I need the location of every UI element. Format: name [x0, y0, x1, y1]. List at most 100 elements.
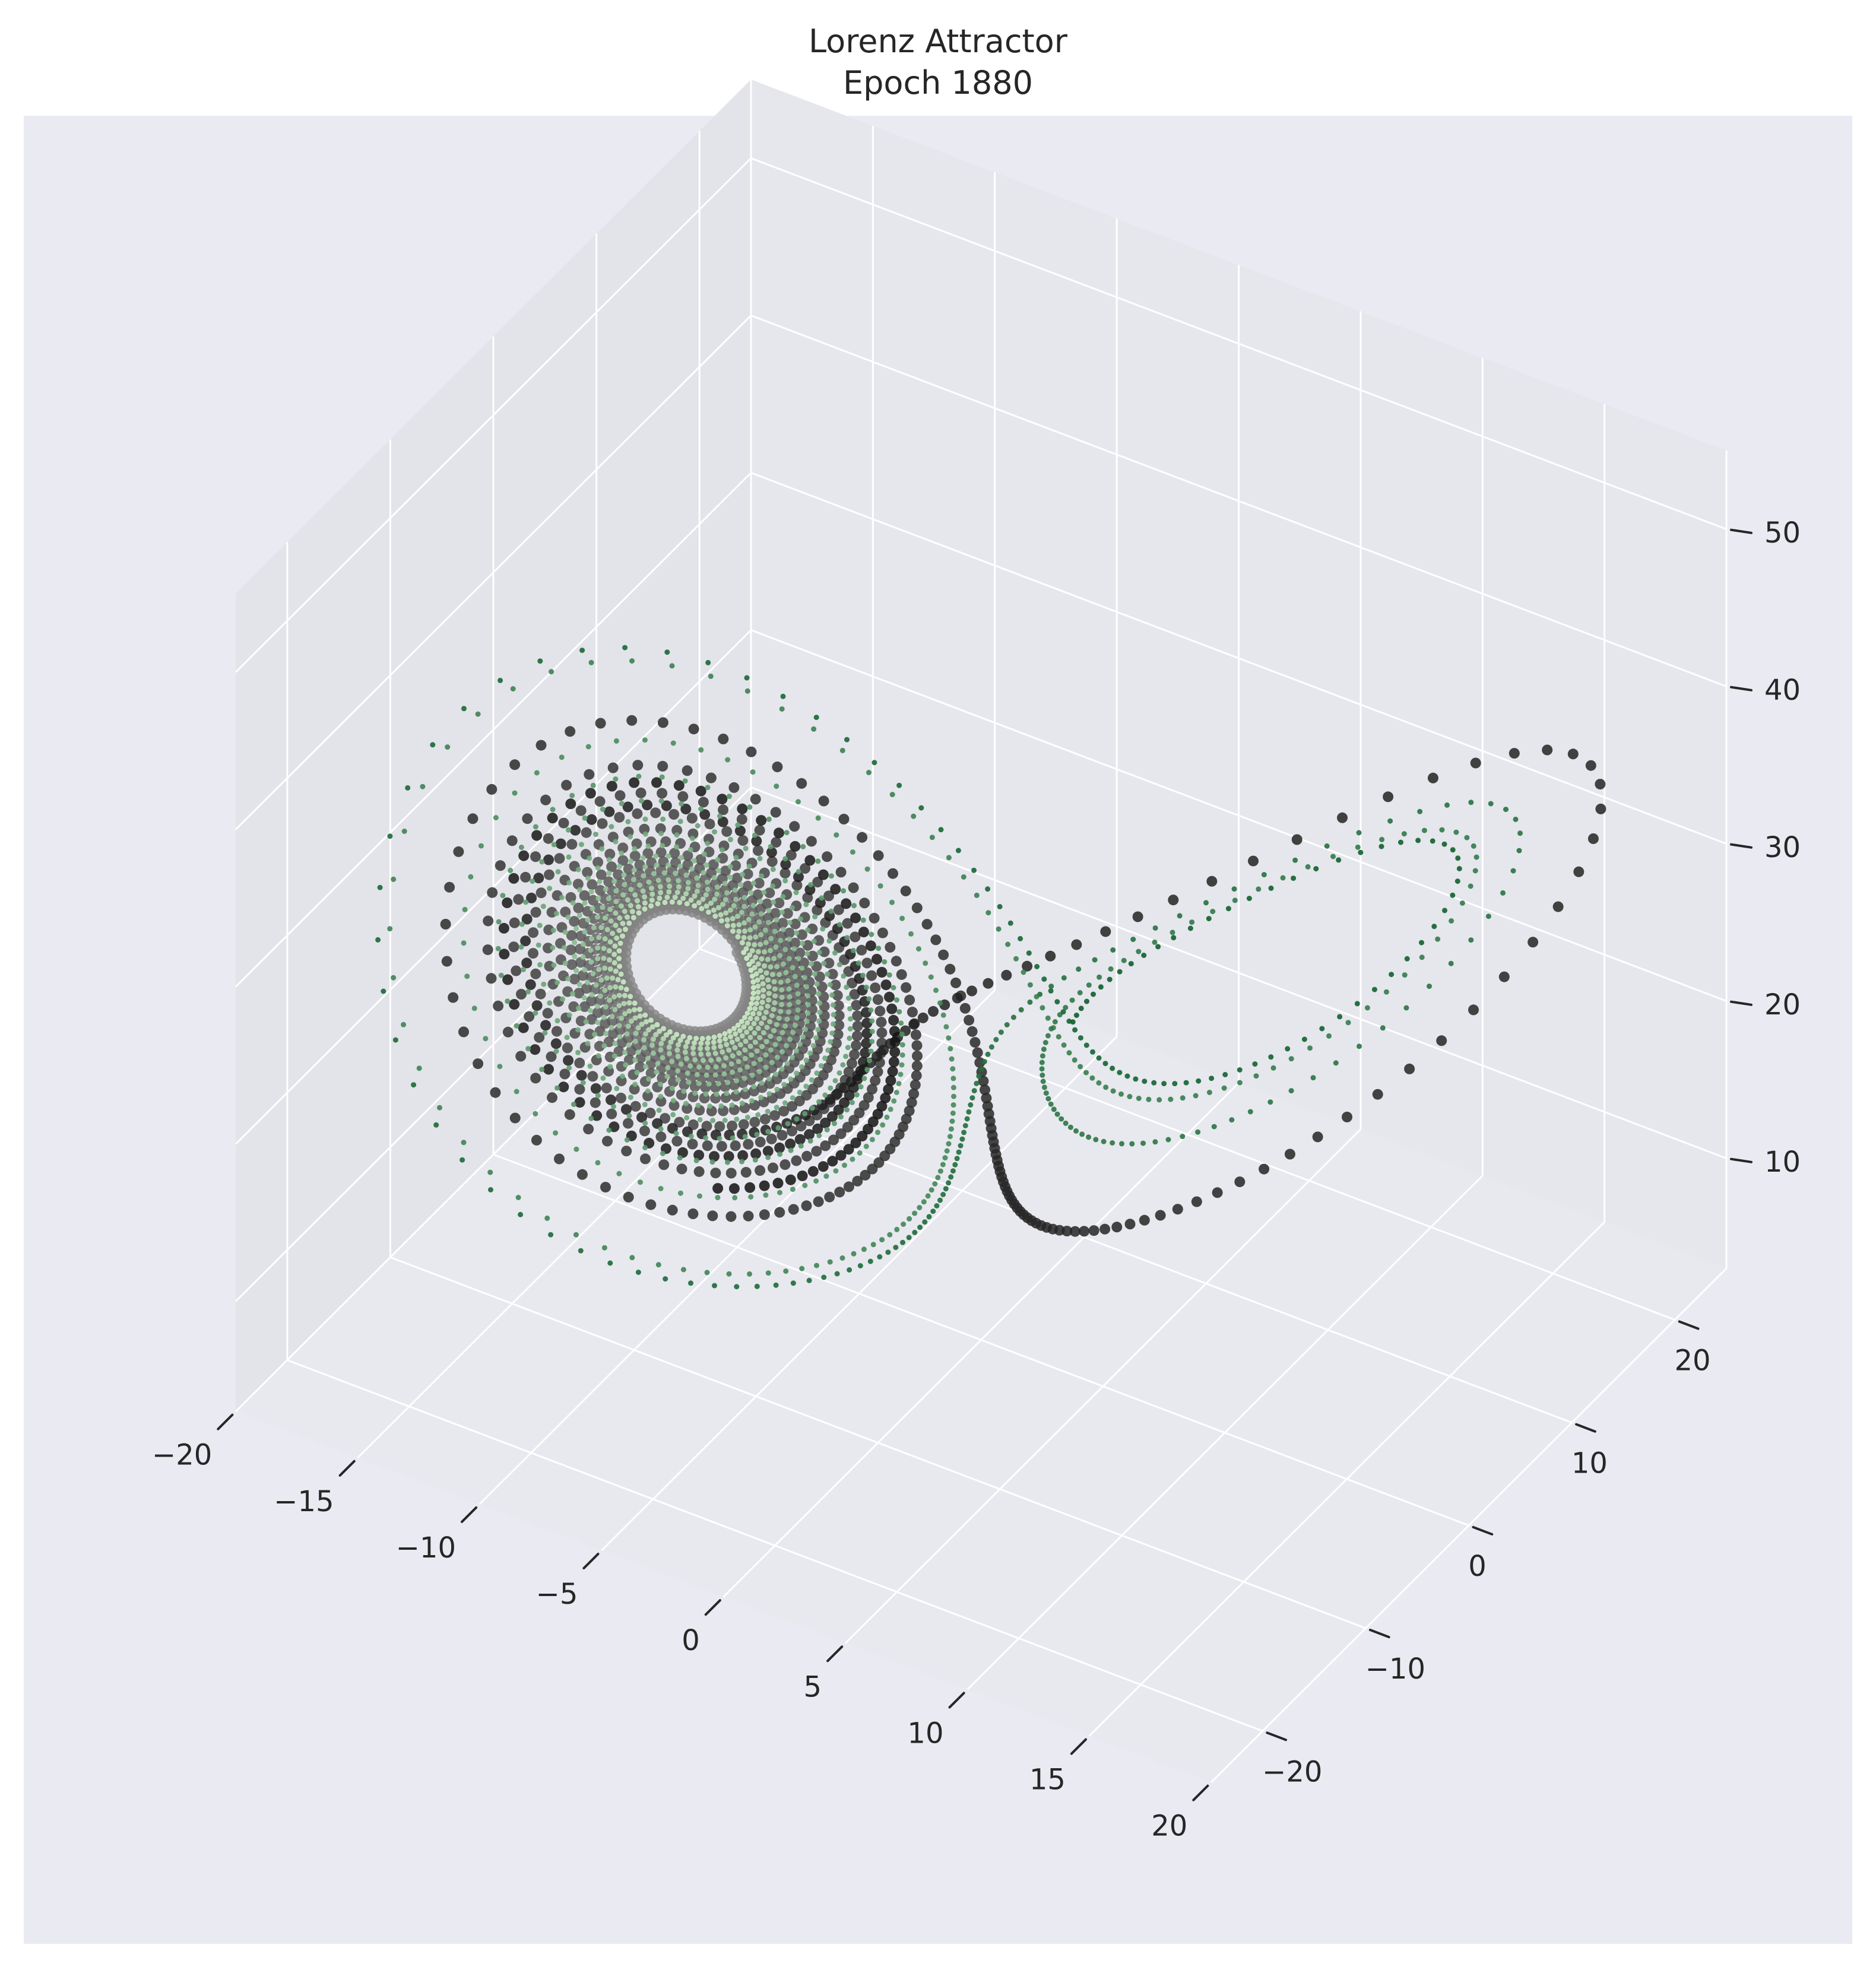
true-point — [717, 794, 728, 805]
predicted-point — [550, 807, 556, 813]
predicted-point — [723, 910, 729, 916]
predicted-point — [387, 926, 393, 932]
predicted-point — [630, 877, 636, 883]
predicted-point — [947, 1046, 953, 1052]
predicted-point — [775, 1125, 781, 1131]
predicted-point — [816, 991, 822, 997]
predicted-point — [772, 993, 778, 999]
predicted-point — [688, 1133, 694, 1139]
predicted-point — [595, 956, 601, 962]
predicted-point — [946, 855, 952, 861]
predicted-point — [712, 1283, 717, 1289]
predicted-point — [703, 1135, 709, 1141]
predicted-point — [608, 918, 614, 924]
predicted-point — [1364, 1005, 1370, 1011]
predicted-point — [560, 996, 566, 1002]
predicted-point — [617, 940, 623, 946]
y-tick-mark — [1266, 1731, 1288, 1741]
predicted-point — [505, 998, 511, 1004]
predicted-point — [1441, 841, 1447, 847]
predicted-point — [916, 946, 921, 952]
true-point — [827, 1111, 838, 1122]
predicted-point — [839, 1255, 845, 1261]
true-point — [623, 1118, 633, 1129]
predicted-point — [666, 853, 671, 859]
predicted-point — [587, 1063, 593, 1069]
predicted-point — [741, 1076, 747, 1081]
true-point — [788, 1204, 799, 1215]
true-point — [521, 957, 533, 969]
true-point — [959, 1003, 971, 1014]
predicted-point — [726, 1047, 732, 1053]
true-point — [829, 1046, 839, 1058]
true-point — [671, 1135, 683, 1147]
true-point — [911, 1060, 923, 1071]
predicted-point — [749, 973, 755, 979]
predicted-point — [773, 1282, 779, 1288]
predicted-point — [993, 1037, 999, 1042]
predicted-point — [747, 1025, 753, 1031]
predicted-point — [774, 1022, 779, 1027]
predicted-point — [899, 915, 905, 921]
true-point — [743, 1210, 754, 1222]
predicted-point — [674, 1047, 680, 1053]
predicted-point — [894, 1226, 900, 1232]
y-tick-mark — [1368, 1629, 1390, 1639]
true-point — [629, 777, 640, 788]
predicted-point — [692, 1090, 698, 1096]
predicted-point — [741, 935, 747, 941]
predicted-point — [752, 924, 758, 930]
predicted-point — [950, 1076, 956, 1081]
true-point — [793, 871, 804, 883]
predicted-point — [643, 1031, 649, 1037]
predicted-point — [596, 935, 602, 940]
true-point — [983, 978, 994, 989]
predicted-point — [800, 843, 806, 849]
predicted-point — [795, 991, 801, 997]
predicted-point — [609, 1024, 614, 1030]
gridline-z-back — [750, 472, 1727, 845]
true-point — [912, 1051, 923, 1061]
true-point — [1191, 1196, 1202, 1207]
true-point — [674, 1116, 685, 1128]
predicted-point — [752, 942, 758, 948]
predicted-point — [744, 1115, 750, 1120]
true-point — [687, 1138, 698, 1150]
predicted-point — [715, 857, 721, 863]
predicted-point — [1052, 1019, 1058, 1024]
predicted-point — [497, 1064, 503, 1070]
predicted-point — [666, 862, 671, 868]
true-point — [928, 1006, 939, 1017]
predicted-point — [950, 1102, 956, 1108]
predicted-point — [1054, 999, 1060, 1005]
predicted-point — [765, 1154, 771, 1160]
predicted-point — [713, 1064, 719, 1070]
predicted-point — [952, 1162, 958, 1168]
predicted-point — [1268, 1054, 1274, 1060]
predicted-point — [765, 1128, 771, 1134]
predicted-point — [604, 927, 610, 932]
predicted-point — [724, 923, 730, 929]
true-point — [708, 859, 719, 870]
predicted-point — [805, 1002, 811, 1008]
predicted-point — [1039, 1059, 1045, 1065]
predicted-point — [582, 967, 588, 973]
true-point — [774, 1142, 785, 1153]
predicted-point — [750, 769, 756, 775]
true-point — [872, 1109, 883, 1119]
predicted-point — [940, 1012, 946, 1018]
predicted-point — [692, 893, 698, 899]
predicted-point — [847, 1035, 853, 1041]
true-point — [1284, 1149, 1295, 1160]
true-point — [658, 1159, 670, 1170]
x-tick-mark — [582, 1553, 600, 1570]
predicted-point — [1189, 919, 1195, 925]
predicted-point — [799, 1265, 805, 1271]
predicted-point — [1307, 1045, 1313, 1051]
gridline-z-back — [750, 629, 1727, 1002]
predicted-point — [911, 813, 917, 819]
true-point — [858, 927, 869, 938]
predicted-point — [1389, 972, 1395, 978]
predicted-point — [462, 906, 468, 912]
predicted-point — [609, 1014, 615, 1020]
